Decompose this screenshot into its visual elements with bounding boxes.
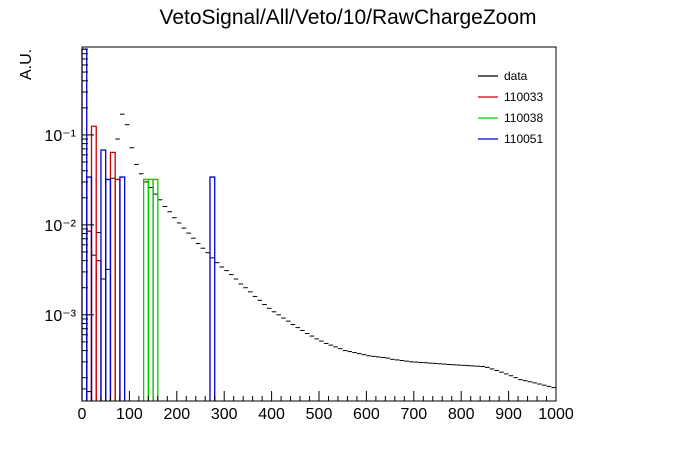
axes: 0 100 200 300 400 500 600 700 800 900 1000 10⁻³ 10⁻²… — [44, 48, 574, 423]
histogram-bar-110033 — [86, 230, 93, 401]
x-tick-label: 400 — [258, 406, 285, 423]
x-tick-label: 300 — [211, 406, 238, 423]
x-tick-label: 700 — [400, 406, 427, 423]
plot-area — [81, 48, 556, 401]
legend: data 110033 110038 110051 — [478, 69, 543, 146]
y-tick-label: 10⁻³ — [44, 308, 76, 325]
legend-label: data — [504, 69, 528, 83]
legend-label: 110038 — [504, 111, 543, 125]
chart-title: VetoSignal/All/Veto/10/RawChargeZoom — [159, 6, 536, 29]
x-tick-label: 900 — [495, 406, 522, 423]
x-tick-label: 500 — [306, 406, 333, 423]
x-tick-label: 0 — [78, 406, 87, 423]
x-tick-label: 200 — [163, 406, 190, 423]
histogram-bar-110051 — [105, 178, 112, 401]
histogram-bar-110051 — [100, 149, 107, 401]
histogram-bar-110033 — [109, 151, 116, 401]
x-tick-label: 1000 — [538, 406, 574, 423]
histogram-bar-110038 — [152, 178, 159, 401]
legend-label: 110051 — [504, 132, 543, 146]
histogram-bar-110033 — [114, 178, 121, 401]
x-tick-label: 600 — [353, 406, 380, 423]
histogram-bar-110038 — [147, 178, 154, 401]
histogram-bar-110051 — [119, 176, 126, 401]
histogram-bar-110033 — [90, 125, 97, 401]
y-tick-label: 10⁻¹ — [44, 128, 76, 145]
y-tick-label: 10⁻² — [44, 218, 76, 235]
histogram-bar-110051 — [209, 176, 216, 401]
legend-label: 110033 — [504, 90, 543, 104]
x-tick-label: 100 — [116, 406, 143, 423]
histogram-bar-110033 — [95, 259, 102, 401]
y-axis-label: A.U. — [18, 49, 35, 80]
x-tick-label: 800 — [448, 406, 475, 423]
histogram-bar-110051 — [86, 176, 93, 401]
histogram-bar-110038 — [142, 178, 150, 401]
